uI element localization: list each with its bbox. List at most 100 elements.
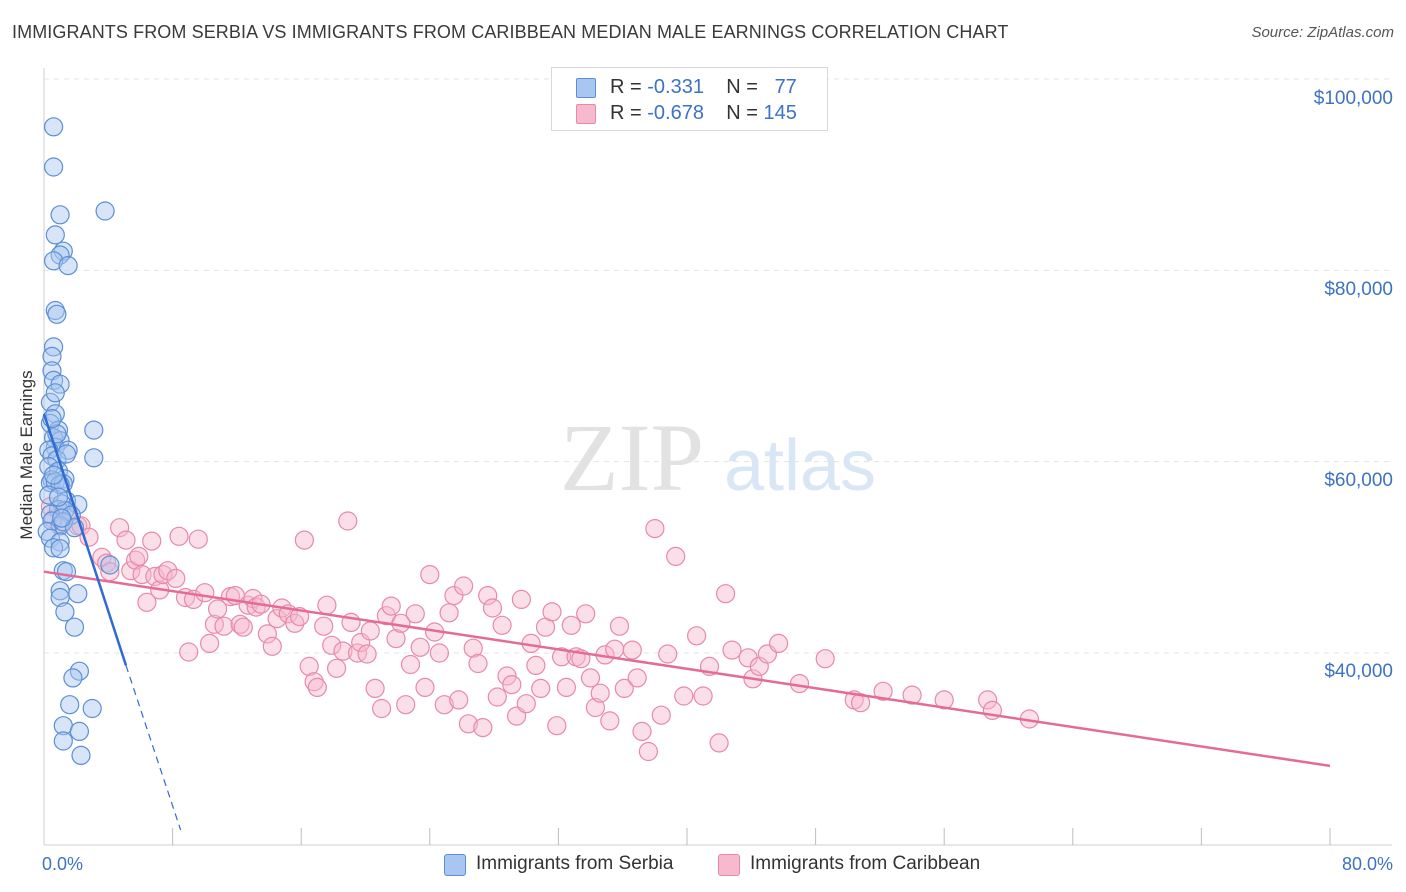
caribbean-point-62 (360, 621, 380, 641)
caribbean-point-108 (585, 697, 606, 718)
caribbean-swatch (576, 104, 596, 124)
caribbean-point-82 (458, 714, 478, 734)
serbia-trend-line (42, 413, 128, 666)
caribbean-point-64 (372, 698, 392, 719)
caribbean-point-57 (338, 511, 358, 531)
caribbean-point-89 (492, 615, 512, 635)
serbia-point-67 (69, 721, 90, 742)
caribbean-point-80 (449, 690, 469, 710)
serbia-point-60 (55, 602, 75, 622)
caribbean-point-113 (609, 616, 630, 636)
caribbean-r-value: -0.678 (647, 102, 704, 124)
caribbean-n-value: 145 (763, 102, 797, 124)
caribbean-point-51 (307, 677, 327, 698)
caribbean-point-102 (556, 677, 577, 698)
caribbean-point-48 (294, 530, 314, 550)
caribbean-point-91 (502, 674, 522, 695)
caribbean-point-59 (347, 643, 368, 663)
source-label: Source: ZipAtlas.com (1251, 24, 1394, 41)
y-axis-label: Median Male Earnings (17, 370, 36, 539)
caribbean-point-29 (200, 633, 220, 654)
caribbean-point-56 (333, 641, 353, 661)
serbia-point-61 (64, 617, 85, 637)
caribbean-point-63 (365, 678, 385, 699)
caribbean-point-88 (487, 687, 507, 707)
serbia-point-69 (71, 745, 91, 766)
serbia-point-52 (43, 538, 64, 558)
caribbean-point-134 (768, 633, 789, 654)
caribbean-point-93 (511, 589, 532, 610)
caribbean-point-101 (551, 647, 572, 667)
serbia-swatch (576, 78, 596, 98)
serbia-point-4 (45, 225, 65, 245)
y-tick-label-40000: $40,000 (1324, 661, 1393, 682)
caribbean-point-74 (420, 564, 440, 585)
caribbean-point-50 (304, 672, 324, 692)
serbia-point-74 (43, 465, 64, 485)
serbia-point-53 (50, 539, 70, 559)
serbia-point-68 (53, 731, 73, 751)
caribbean-point-94 (516, 694, 536, 714)
caribbean-point-35 (230, 614, 250, 634)
y-tick-label-80000: $80,000 (1324, 279, 1393, 300)
caribbean-point-99 (542, 602, 562, 622)
trend-lines (42, 413, 1331, 831)
serbia-n-label: N = (726, 76, 758, 98)
serbia-r-value: -0.331 (647, 76, 704, 98)
serbia-point-56 (56, 562, 77, 582)
caribbean-point-114 (614, 678, 634, 699)
serbia-point-54 (100, 555, 120, 575)
caribbean-point-22 (166, 568, 186, 589)
serbia-point-76 (45, 383, 65, 403)
caribbean-point-85 (473, 717, 493, 738)
caribbean-point-79 (444, 585, 464, 606)
serbia-point-63 (63, 668, 83, 688)
caribbean-n-label: N = (726, 102, 758, 124)
caribbean-point-109 (590, 683, 610, 703)
caribbean-point-129 (722, 640, 742, 660)
serbia-trend-extension (125, 665, 182, 831)
serbia-point-12 (42, 346, 62, 366)
caribbean-point-100 (547, 716, 567, 736)
caribbean-point-97 (531, 678, 551, 699)
caribbean-point-84 (468, 653, 488, 674)
serbia-point-10 (47, 304, 67, 324)
caribbean-point-71 (405, 604, 425, 624)
caribbean-trend-line (43, 570, 1331, 768)
watermark: ZIP atlas (560, 404, 876, 511)
caribbean-point-140 (902, 685, 922, 705)
caribbean-point-70 (400, 654, 421, 675)
serbia-point-5 (53, 241, 73, 261)
serbia-point-1 (43, 157, 64, 177)
caribbean-point-69 (396, 695, 416, 715)
x-tick-label-max: 80.0% (1342, 854, 1393, 874)
caribbean-point-124 (686, 626, 707, 646)
caribbean-point-122 (666, 546, 686, 567)
caribbean-point-118 (638, 741, 659, 762)
caribbean-point-25 (179, 642, 199, 662)
caribbean-point-117 (632, 721, 652, 742)
caribbean-point-138 (850, 693, 871, 713)
caribbean-point-116 (627, 668, 647, 688)
caribbean-point-112 (605, 639, 625, 659)
caribbean-point-10 (109, 518, 130, 538)
y-tick-label-60000: $60,000 (1324, 470, 1393, 491)
caribbean-point-77 (434, 695, 454, 715)
caribbean-point-30 (204, 614, 224, 634)
caribbean-point-107 (580, 668, 601, 688)
caribbean-point-86 (478, 585, 498, 606)
caribbean-point-61 (357, 644, 377, 664)
serbia-point-58 (68, 584, 88, 604)
caribbean-point-128 (715, 584, 736, 604)
legend-caribbean-label: Immigrants from Caribbean (750, 853, 981, 874)
serbia-point-8 (58, 256, 78, 276)
caribbean-point-41 (257, 624, 277, 644)
caribbean-point-73 (415, 677, 435, 698)
caribbean-point-141 (934, 690, 954, 710)
caribbean-point-23 (169, 526, 189, 546)
caribbean-point-52 (314, 616, 334, 636)
caribbean-point-54 (322, 635, 342, 655)
correlation-legend: R = -0.331 N = 77 R = -0.678 N = 145 (551, 67, 828, 131)
caribbean-point-115 (622, 640, 642, 660)
